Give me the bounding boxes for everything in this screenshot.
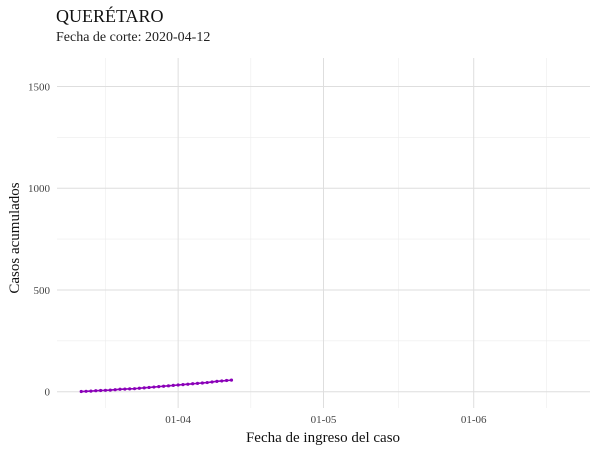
- series-line: [81, 379, 232, 393]
- data-point: [166, 384, 171, 388]
- data-point: [142, 386, 146, 390]
- data-point: [205, 380, 209, 385]
- data-point: [181, 383, 185, 387]
- data-point: [103, 388, 108, 392]
- x-axis-ticks: 01-04 01-05 01-06: [165, 414, 487, 426]
- data-point: [224, 378, 229, 383]
- y-tick-label: 1000: [28, 183, 51, 195]
- data-point: [215, 379, 219, 383]
- y-tick-label: 500: [34, 285, 51, 297]
- data-point: [128, 387, 132, 391]
- data-point: [210, 380, 214, 384]
- data-point: [157, 385, 161, 389]
- data-point: [108, 388, 112, 392]
- data-point: [99, 388, 103, 393]
- data-point: [147, 385, 151, 390]
- data-point: [118, 387, 122, 391]
- data-point: [79, 389, 83, 394]
- data-point: [84, 389, 88, 393]
- data-point: [137, 386, 141, 390]
- data-point: [176, 383, 180, 387]
- data-point: [195, 381, 200, 385]
- data-point: [132, 387, 137, 391]
- chart-title: QUERÉTARO: [56, 6, 164, 26]
- x-tick-label: 01-05: [311, 414, 337, 426]
- data-point: [186, 382, 190, 386]
- series-layer: [79, 378, 234, 394]
- x-tick-label: 01-06: [461, 414, 487, 426]
- data-point: [191, 382, 195, 386]
- data-point: [200, 381, 204, 385]
- data-point: [123, 387, 127, 391]
- y-axis-label: Casos acumulados: [7, 182, 23, 293]
- y-axis-ticks: 0 500 1000 1500: [28, 81, 51, 398]
- y-tick-label: 0: [45, 387, 51, 399]
- chart-subtitle: Fecha de corte: 2020-04-12: [56, 30, 211, 45]
- data-point: [113, 388, 117, 392]
- data-point: [94, 389, 98, 393]
- data-point: [220, 379, 224, 383]
- x-tick-label: 01-04: [165, 414, 191, 426]
- data-point: [229, 378, 234, 382]
- data-point: [89, 389, 93, 393]
- data-point: [152, 385, 156, 389]
- data-point: [162, 384, 166, 388]
- y-tick-label: 1500: [28, 81, 51, 93]
- major-gridlines: [57, 58, 590, 408]
- data-point: [171, 383, 175, 388]
- x-axis-label: Fecha de ingreso del caso: [246, 430, 400, 446]
